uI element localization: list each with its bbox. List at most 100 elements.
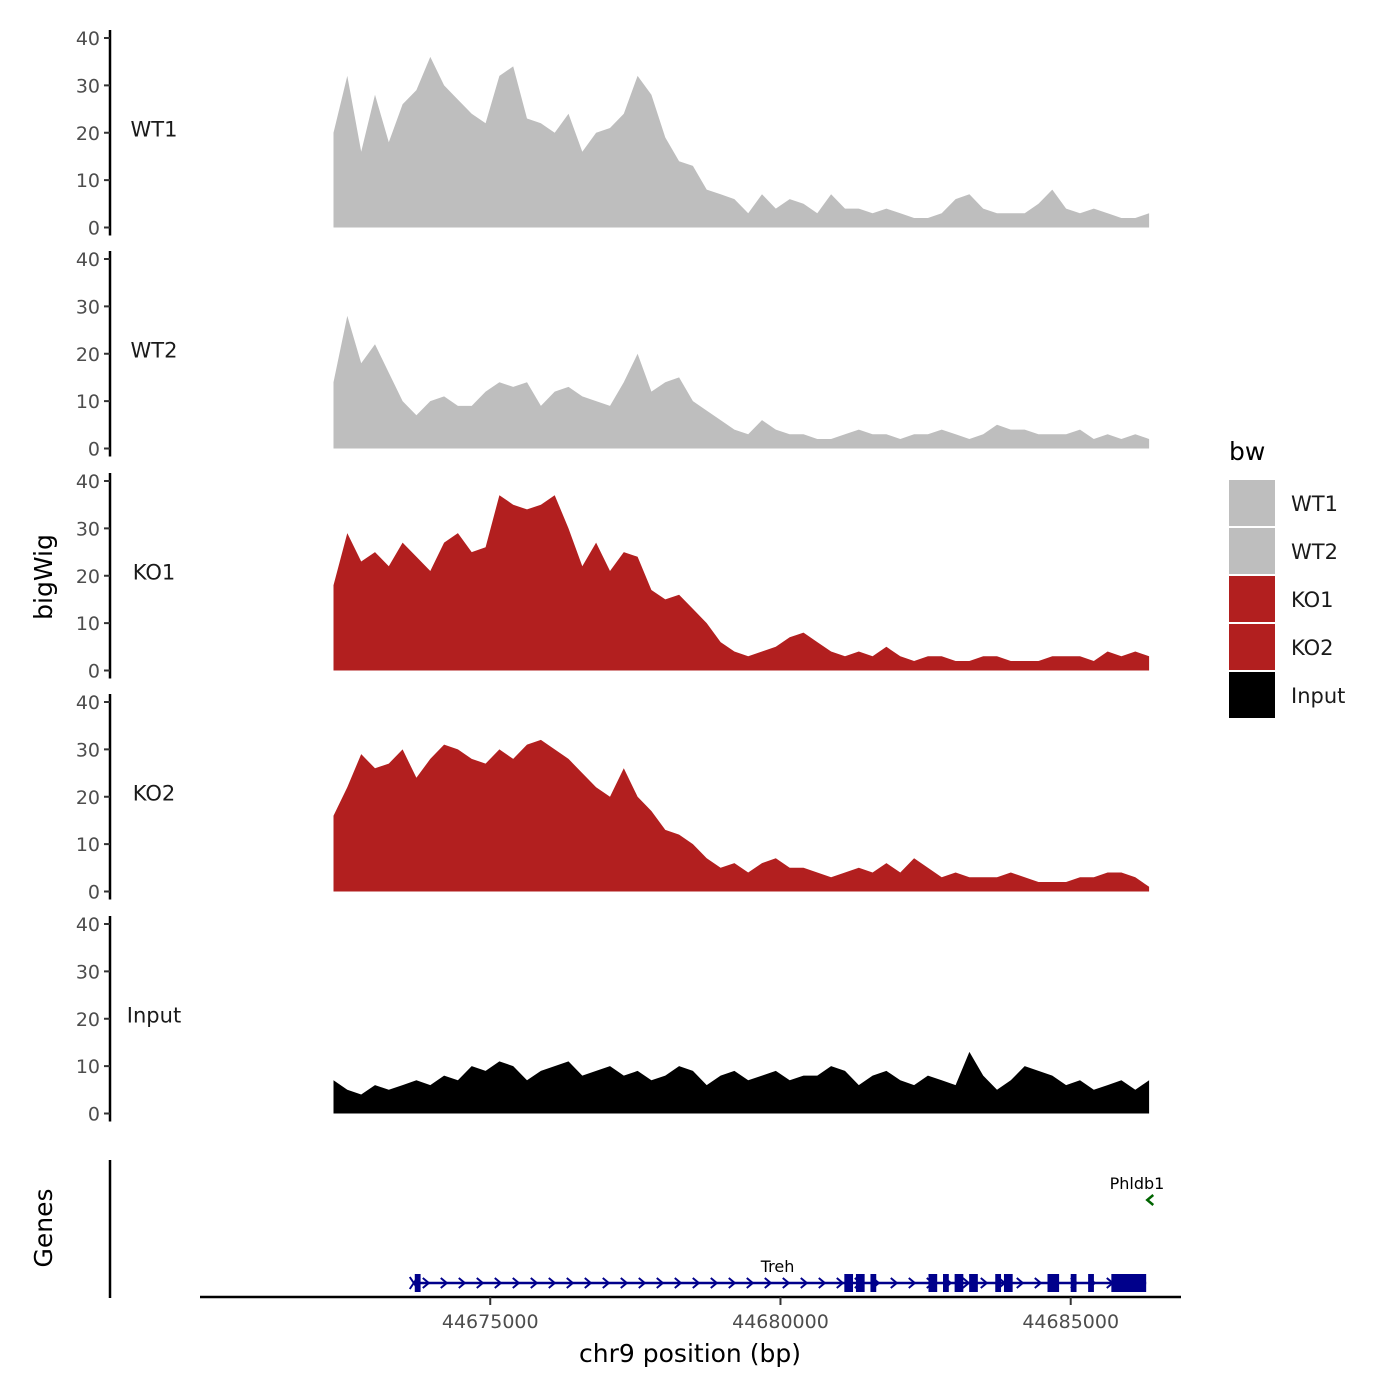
strand-arrow	[746, 1277, 755, 1289]
legend-label-wt2: WT2	[1291, 540, 1338, 564]
track-label-ko1: KO1	[133, 561, 176, 585]
strand-arrow	[728, 1277, 737, 1289]
y-tick-label: 10	[76, 1056, 100, 1078]
track-label-input: Input	[127, 1004, 181, 1028]
y-tick-label: 10	[76, 170, 100, 192]
legend-swatch-wt1	[1229, 480, 1275, 526]
y-tick-label: 10	[76, 391, 100, 413]
y-tick-label: 20	[76, 344, 100, 366]
y-tick-label: 40	[76, 914, 100, 936]
y-tick-label: 0	[88, 882, 100, 904]
strand-arrow	[980, 1277, 989, 1289]
legend-label-wt1: WT1	[1291, 492, 1338, 516]
legend-label-ko2: KO2	[1291, 636, 1334, 660]
exon	[954, 1274, 964, 1292]
y-tick-label: 20	[76, 566, 100, 588]
y-tick-label: 0	[88, 1104, 100, 1126]
strand-arrow	[962, 1277, 971, 1289]
y-tick-label: 30	[76, 518, 100, 540]
gene-label-phldb1: Phldb1	[1110, 1174, 1165, 1193]
strand-arrow	[1145, 1194, 1155, 1206]
x-axis: 44675000 44680000 44685000	[200, 1295, 1181, 1333]
legend-swatch-input	[1229, 672, 1275, 718]
gene-label-treh: Treh	[760, 1257, 795, 1276]
x-axis-title: chr9 position (bp)	[579, 1339, 801, 1368]
exon	[928, 1274, 938, 1292]
coverage-area-ko1	[333, 495, 1150, 671]
strand-arrow	[530, 1277, 539, 1289]
strand-arrow	[1016, 1277, 1025, 1289]
exon	[870, 1274, 877, 1292]
track-label-ko2: KO2	[133, 782, 176, 806]
y-tick-label: 40	[76, 471, 100, 493]
coverage-area-wt1	[333, 56, 1150, 228]
strand-arrow	[584, 1277, 593, 1289]
genes-panel: Treh Phldb1	[108, 1160, 1165, 1298]
strand-arrow	[782, 1277, 791, 1289]
strand-arrow	[440, 1277, 449, 1289]
strand-arrow	[656, 1277, 665, 1289]
coverage-area-wt2	[333, 315, 1150, 449]
strand-arrow	[908, 1277, 917, 1289]
strand-arrow	[422, 1277, 431, 1289]
strand-arrow	[638, 1277, 647, 1289]
strand-arrow	[458, 1277, 467, 1289]
y-tick-label: 10	[76, 613, 100, 635]
track-ko1: 0 10 20 30 40 KO1	[76, 471, 1150, 683]
legend-label-ko1: KO1	[1291, 588, 1334, 612]
y-tick-label: 20	[76, 787, 100, 809]
y-tick-label: 0	[88, 661, 100, 683]
y-tick-label: 30	[76, 739, 100, 761]
y-tick-label: 20	[76, 1009, 100, 1031]
exon	[855, 1274, 865, 1292]
track-label-wt1: WT1	[131, 118, 178, 142]
y-tick-label: 20	[76, 123, 100, 145]
gene-phldb1: Phldb1	[1110, 1174, 1165, 1206]
exon	[1088, 1274, 1094, 1292]
legend: bw WT1 WT2 KO1 KO2 Input	[1229, 437, 1345, 718]
strand-arrow	[476, 1277, 485, 1289]
strand-arrow	[836, 1277, 845, 1289]
y-tick-label: 40	[76, 28, 100, 50]
strand-arrow	[890, 1277, 899, 1289]
strand-arrow	[620, 1277, 629, 1289]
legend-label-input: Input	[1291, 684, 1345, 708]
strand-arrow	[602, 1277, 611, 1289]
x-tick-label: 44685000	[1022, 1311, 1119, 1333]
exon	[943, 1274, 949, 1292]
y-tick-label: 40	[76, 692, 100, 714]
exon	[1047, 1274, 1060, 1292]
y-tick-label: 30	[76, 961, 100, 983]
strand-arrow	[710, 1277, 719, 1289]
track-wt2: 0 10 20 30 40 WT2	[76, 249, 1150, 461]
bigwig-tracks: 0 10 20 30 40 WT1 0 10 20 30 40 WT2 0 10 20 30 40 KO1 0 10 2…	[76, 28, 1150, 1126]
strand-arrow	[512, 1277, 521, 1289]
strand-arrow	[800, 1277, 809, 1289]
x-tick-label: 44675000	[442, 1311, 539, 1333]
legend-title: bw	[1229, 437, 1265, 466]
gene-treh: Treh	[408, 1257, 1147, 1292]
y-tick-label: 10	[76, 834, 100, 856]
coverage-area-ko2	[333, 739, 1150, 892]
legend-swatch-ko1	[1229, 576, 1275, 622]
strand-arrow	[764, 1277, 773, 1289]
strand-arrow	[818, 1277, 827, 1289]
genes-panel-label: Genes	[29, 1188, 58, 1267]
y-tick-label: 40	[76, 249, 100, 271]
strand-arrow	[548, 1277, 557, 1289]
exon	[414, 1274, 421, 1292]
strand-arrow	[494, 1277, 503, 1289]
strand-arrow	[566, 1277, 575, 1289]
x-tick-label: 44680000	[732, 1311, 829, 1333]
coverage-area-input	[333, 1051, 1150, 1114]
track-ko2: 0 10 20 30 40 KO2	[76, 692, 1150, 904]
strand-arrow	[674, 1277, 683, 1289]
strand-arrow	[1034, 1277, 1043, 1289]
exon	[969, 1274, 978, 1292]
strand-arrow	[692, 1277, 701, 1289]
y-tick-label: 0	[88, 439, 100, 461]
y-tick-label: 30	[76, 296, 100, 318]
y-tick-label: 0	[88, 218, 100, 240]
track-wt1: 0 10 20 30 40 WT1	[76, 28, 1150, 240]
exon	[1070, 1274, 1077, 1292]
